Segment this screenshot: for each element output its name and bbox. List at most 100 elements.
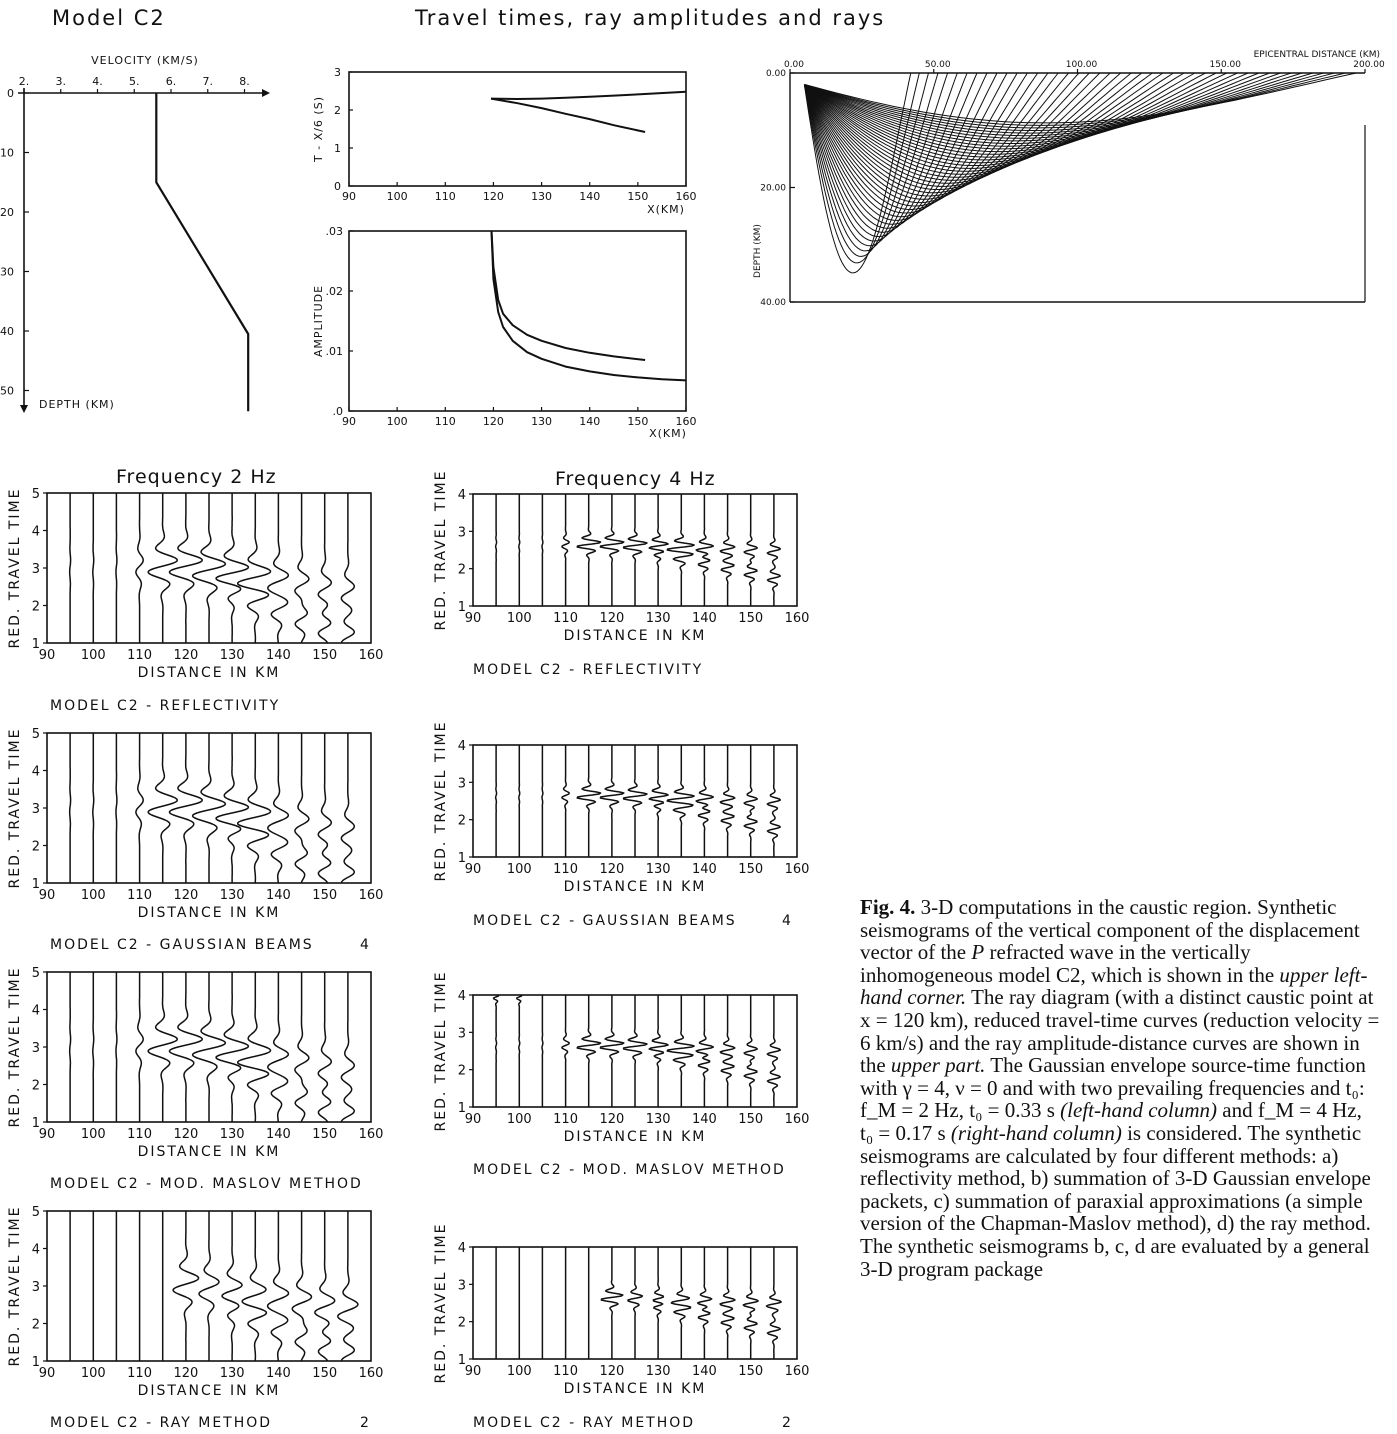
seismogram-trace [198, 1211, 220, 1361]
panel-label-left-ray: MODEL C2 - RAY METHOD [50, 1415, 273, 1431]
ray-path [804, 72, 1281, 142]
ray-x-tick-label: 200.00 [1353, 60, 1385, 70]
seismogram-trace [172, 1211, 200, 1361]
seismogram-trace [515, 994, 523, 1107]
seismogram-x-tick-label: 160 [785, 611, 810, 626]
seismogram-trace [576, 745, 602, 857]
ray-path [804, 72, 1196, 164]
seismogram-x-tick-label: 130 [220, 1366, 245, 1381]
seismogram-y-label: RED. TRAVEL TIME [7, 488, 23, 649]
seismogram-trace [317, 972, 333, 1123]
panel-label-right-ray: MODEL C2 - RAY METHOD [473, 1415, 696, 1431]
velocity-tick-label: 3. [56, 75, 67, 88]
seismogram-trace [294, 972, 310, 1123]
seismogram-trace [147, 493, 179, 643]
seismogram-x-tick-label: 140 [266, 1366, 291, 1381]
seismogram-x-tick-label: 150 [312, 1127, 337, 1142]
depth-tick-label: 20 [0, 206, 14, 219]
depth-axis-arrow [20, 405, 28, 413]
seismogram-x-tick-label: 100 [81, 648, 106, 663]
seismogram-y-tick-label: 1 [32, 1116, 40, 1131]
ray-x-tick-label: 50.00 [925, 60, 951, 70]
seismogram-x-tick-label: 110 [127, 648, 152, 663]
depth-tick-label: 0 [7, 87, 14, 100]
seismogram-x-tick-label: 100 [81, 888, 106, 903]
traveltime-frame [348, 71, 687, 187]
ray-path [804, 72, 1346, 126]
velocity-tick-label: 2. [19, 75, 30, 88]
velocity-tick-label: 8. [239, 75, 250, 88]
seismogram-y-label: RED. TRAVEL TIME [433, 971, 449, 1132]
seismogram-trace [168, 733, 204, 883]
velocity-profile-line [155, 93, 250, 412]
seismogram-x-tick-label: 160 [359, 1127, 384, 1142]
seismogram-trace [340, 493, 356, 644]
depth-tick-label: 30 [0, 266, 14, 279]
seismogram-y-label: RED. TRAVEL TIME [7, 967, 23, 1128]
caption-italic: (left-hand column) [1060, 1098, 1218, 1123]
seismogram-x-tick-label: 90 [39, 888, 56, 903]
ray-path [804, 72, 1164, 172]
ray-x-tick-label: 150.00 [1210, 60, 1242, 70]
seismogram-x-tick-label: 90 [39, 648, 56, 663]
seismogram-x-tick-label: 110 [127, 1366, 152, 1381]
ray-path [803, 72, 1069, 200]
seismogram-y-tick-label: 5 [32, 966, 40, 981]
ray-x-tick-label: 0.00 [784, 60, 804, 70]
seismogram-y-tick-label: 3 [32, 1280, 40, 1295]
seismogram-x-tick-label: 110 [127, 1127, 152, 1142]
seismogram-y-tick-label: 1 [32, 637, 40, 652]
seismogram-y-tick-label: 2 [458, 1064, 466, 1079]
seismogram-y-tick-label: 1 [458, 1101, 466, 1116]
ray-y-tick-label: 40.00 [760, 298, 786, 308]
seismogram-y-tick-label: 4 [32, 1004, 40, 1019]
seismogram-trace [766, 494, 782, 606]
amplitude-x-label: X(KM) [649, 427, 687, 440]
seismogram-trace [541, 745, 544, 857]
ray-path [804, 72, 1174, 169]
seismogram-trace [168, 493, 204, 643]
seismogram-trace [340, 733, 356, 884]
caption-italic: upper left-hand corner. [860, 962, 1368, 1010]
velocity-axis-label: VELOCITY (KM/S) [91, 54, 199, 67]
caption-italic: (right-hand column) [950, 1120, 1122, 1145]
seismogram-y-tick-label: 2 [458, 814, 466, 829]
seismogram-trace [492, 994, 500, 1107]
seismogram-y-tick-label: 5 [32, 487, 40, 502]
amplitude-x-tick-label: 140 [579, 415, 600, 428]
caption-figure-number: Fig. 4. [860, 895, 916, 919]
seismogram-y-tick-label: 2 [32, 600, 40, 615]
amplitude-curve-2 [490, 230, 687, 382]
seismogram-y-label: RED. TRAVEL TIME [433, 1223, 449, 1384]
ray-path [803, 72, 1018, 218]
seismogram-x-tick-label: 110 [553, 611, 578, 626]
seismogram-trace [135, 493, 144, 643]
seismogram-x-tick-label: 150 [738, 862, 763, 877]
seismogram-x-tick-label: 100 [507, 1364, 532, 1379]
ray-path [804, 72, 1185, 166]
seismogram-y-tick-label: 3 [32, 562, 40, 577]
seismogram-y-tick-label: 3 [458, 525, 466, 540]
seismogram-trace [622, 995, 648, 1107]
seismogram-trace [215, 733, 250, 883]
panel-label-left-reflectivity: MODEL C2 - REFLECTIVITY [50, 698, 281, 714]
seismogram-trace [68, 493, 72, 643]
seismogram-trace [294, 493, 310, 644]
seismogram-x-tick-label: 110 [553, 1112, 578, 1127]
seismogram-x-label: DISTANCE IN KM [564, 879, 707, 895]
seismogram-y-tick-label: 5 [32, 1205, 40, 1220]
seismogram-x-tick-label: 90 [465, 1112, 482, 1127]
amplitude-frame [348, 230, 687, 412]
ray-path [804, 72, 1324, 132]
seismogram-trace [191, 733, 227, 883]
seismogram-trace [742, 1247, 759, 1359]
seismogram-y-tick-label: 1 [32, 877, 40, 892]
seismogram-trace [115, 972, 118, 1122]
seismogram-trace [291, 1211, 313, 1362]
seismogram-trace [766, 745, 782, 857]
ray-y-tick-label: 0.00 [766, 69, 786, 79]
seismogram-trace [147, 733, 179, 883]
seismogram-x-tick-label: 120 [173, 888, 198, 903]
seismogram-trace [599, 995, 625, 1107]
seismogram-x-tick-label: 130 [646, 862, 671, 877]
